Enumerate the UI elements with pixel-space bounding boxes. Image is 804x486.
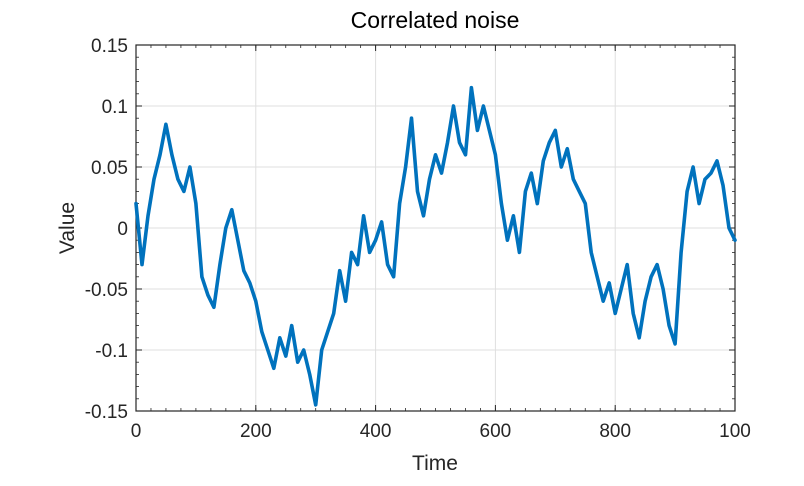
x-axis-title: Time (412, 452, 458, 475)
y-tick-label: -0.05 (85, 280, 128, 301)
y-tick-labels: 0.15 0.1 0.05 0 -0.05 -0.1 -0.15 (85, 36, 128, 423)
series-line (134, 85, 737, 407)
x-tick-labels: 0 200 400 600 800 100 (131, 421, 751, 442)
x-tick-label: 200 (240, 421, 272, 442)
x-tick-label: 400 (360, 421, 392, 442)
y-tick-label: 0.1 (102, 97, 128, 118)
chart-title: Correlated noise (351, 7, 520, 33)
y-tick-label: -0.15 (85, 402, 128, 423)
x-tick-label: 600 (480, 421, 512, 442)
x-tick-label: 0 (131, 421, 142, 442)
y-tick-label: 0.05 (91, 158, 128, 179)
y-tick-label: -0.1 (95, 341, 128, 362)
y-axis-title: Value (56, 202, 79, 254)
x-tick-label: 800 (599, 421, 631, 442)
y-tick-label: 0 (117, 219, 128, 240)
x-tick-label: 100 (719, 421, 751, 442)
y-tick-label: 0.15 (91, 36, 128, 57)
